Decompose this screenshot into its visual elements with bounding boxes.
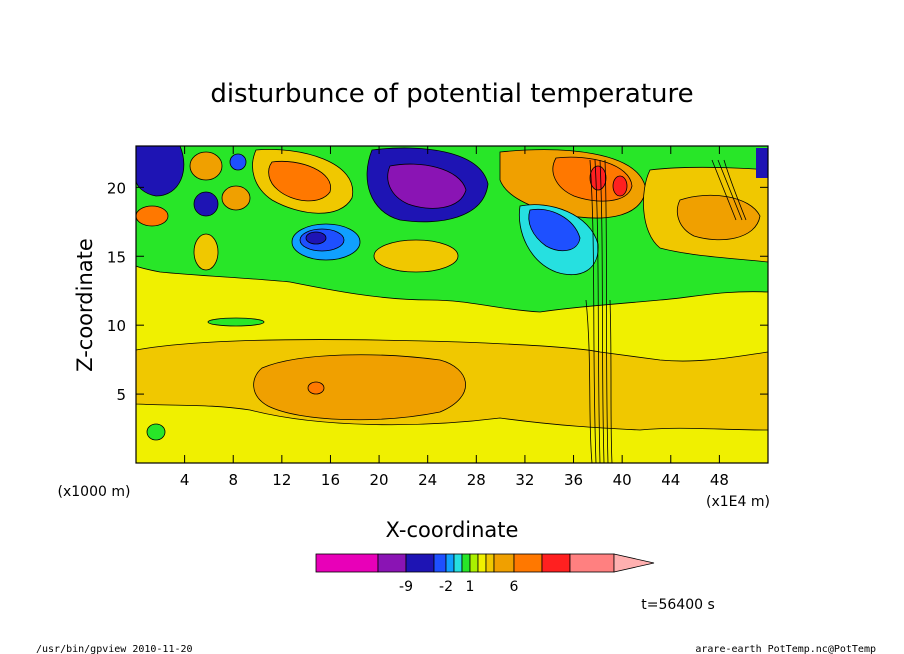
- plot-frame: [135, 145, 769, 464]
- y-tick-label: 20: [107, 179, 126, 197]
- colorbar-tick-label: 6: [510, 579, 519, 595]
- cold-cell-e: [193, 191, 219, 217]
- chart-title: disturbunce of potential temperature: [210, 79, 693, 109]
- colorbar-segment: [477, 553, 487, 573]
- y-tick-label: 5: [116, 386, 126, 404]
- warm-cell-b: [221, 185, 251, 211]
- cold-region-left: [136, 146, 185, 197]
- cold-blob-mid-inner: [305, 231, 327, 245]
- warm-blob-mid: [373, 239, 459, 273]
- colorbar-segment: [569, 553, 615, 573]
- warm-spot-upper-right-a: [589, 165, 607, 191]
- x-tick-label: 4: [180, 471, 190, 489]
- x-tick-label: 24: [418, 471, 437, 489]
- perturbation-column: [585, 159, 613, 463]
- x-tick-label: 32: [515, 471, 534, 489]
- colorbar-segment: [453, 553, 463, 573]
- colorbar-tick-label: 1: [466, 579, 475, 595]
- footer-right: arare-earth_PotTemp.nc@PotTemp: [695, 644, 876, 654]
- x-tick-label: 28: [467, 471, 486, 489]
- y-tick-label: 10: [107, 317, 126, 335]
- footer-left: /usr/bin/gpview 2010-11-20: [36, 644, 193, 654]
- x-axis-ticks: 4 8 12 16 20 24 28 32 36 40 44 48: [180, 146, 729, 489]
- x-tick-label: 40: [613, 471, 632, 489]
- cold-core-right: [528, 208, 581, 252]
- colorbar-segment: [433, 553, 447, 573]
- colorbar-segment: [405, 553, 435, 573]
- warm-core-lower: [253, 354, 466, 421]
- colorbar-segment: [315, 553, 379, 573]
- cold-cell-f: [229, 153, 247, 171]
- colorbar-segment: [493, 553, 515, 573]
- colorbar-segment: [541, 553, 571, 573]
- warm-cell-d: [136, 205, 169, 227]
- warm-cell-a: [189, 151, 223, 181]
- cool-spot-bottom: [146, 423, 166, 441]
- colorbar-labels: -9 -2 1 6: [399, 579, 519, 595]
- colorbar-segment: [469, 553, 479, 573]
- colorbar: [315, 553, 655, 573]
- colorbar-tick-label: -2: [439, 579, 453, 595]
- x-tick-label: 36: [564, 471, 583, 489]
- cold-patch-top-right: [756, 148, 768, 178]
- y-axis-label: Z-coordinate: [73, 238, 97, 372]
- x-tick-label: 44: [661, 471, 680, 489]
- warm-spot-lower: [307, 381, 325, 395]
- x-axis-unit: (x1E4 m): [706, 494, 770, 510]
- x-tick-label: 48: [710, 471, 729, 489]
- x-tick-label: 20: [370, 471, 389, 489]
- plot-area: [136, 146, 768, 463]
- colorbar-segment: [461, 553, 471, 573]
- cool-streak: [207, 317, 265, 327]
- warm-spot-upper-right-b: [612, 175, 628, 197]
- x-tick-label: 16: [321, 471, 340, 489]
- warm-core-upper-left: [268, 160, 331, 202]
- x-axis-label: X-coordinate: [386, 518, 519, 542]
- colorbar-segment: [377, 553, 407, 573]
- x-tick-label: 8: [228, 471, 238, 489]
- turbulence-lines: [711, 159, 747, 221]
- y-axis-ticks: 5 10 15 20: [107, 179, 768, 404]
- time-label: t=56400 s: [641, 597, 715, 613]
- x-tick-label: 12: [272, 471, 291, 489]
- cold-core-top: [387, 163, 467, 209]
- colorbar-tick-label: -9: [399, 579, 413, 595]
- colorbar-segment: [485, 553, 495, 573]
- colorbar-segment: [445, 553, 455, 573]
- colorbar-arrow: [613, 553, 655, 573]
- y-axis-unit: (x1000 m): [58, 484, 131, 500]
- y-tick-label: 15: [107, 248, 126, 266]
- warm-core-far-right: [677, 194, 761, 241]
- warm-cell-c: [193, 233, 219, 271]
- colorbar-segment: [513, 553, 543, 573]
